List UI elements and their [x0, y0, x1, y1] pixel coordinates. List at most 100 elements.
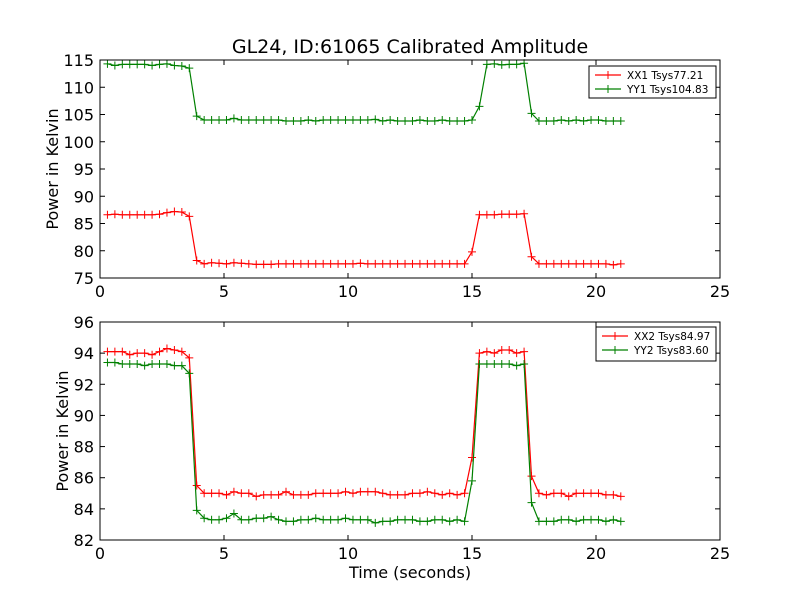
data-point-marker	[304, 259, 313, 268]
data-point-marker	[438, 490, 447, 499]
data-point-marker	[401, 490, 410, 499]
data-point-marker	[319, 259, 328, 268]
data-point-marker	[363, 259, 372, 268]
data-point-marker	[408, 259, 417, 268]
y-tick-label: 82	[74, 531, 94, 550]
data-point-marker	[512, 349, 521, 358]
x-tick-label: 5	[219, 544, 229, 563]
data-point-marker	[326, 259, 335, 268]
x-tick-label: 15	[462, 282, 482, 301]
data-point-marker	[200, 115, 209, 124]
data-point-marker	[222, 490, 231, 499]
data-point-marker	[319, 515, 328, 524]
data-point-marker	[393, 515, 402, 524]
x-tick-label: 0	[95, 282, 105, 301]
data-point-marker	[103, 347, 112, 356]
data-point-marker	[579, 259, 588, 268]
data-point-marker	[386, 259, 395, 268]
y-tick-label: 95	[74, 160, 94, 179]
data-point-marker	[177, 208, 186, 217]
data-point-marker	[415, 115, 424, 124]
data-point-marker	[564, 117, 573, 126]
data-point-marker	[252, 260, 261, 269]
data-point-marker	[125, 360, 134, 369]
data-point-marker	[408, 489, 417, 498]
data-point-marker	[527, 472, 536, 481]
data-point-marker	[445, 117, 454, 126]
data-point-marker	[289, 117, 298, 126]
data-point-marker	[304, 515, 313, 524]
x-tick-label: 5	[219, 282, 229, 301]
data-point-marker	[282, 517, 290, 526]
data-point-marker	[103, 210, 112, 219]
data-point-marker	[162, 59, 171, 68]
x-tick-label: 20	[586, 282, 606, 301]
data-point-marker	[118, 60, 127, 69]
data-point-marker	[237, 115, 246, 124]
data-point-marker	[244, 515, 253, 524]
data-point-marker	[430, 515, 439, 524]
data-point-marker	[282, 487, 290, 496]
data-point-marker	[557, 115, 566, 124]
data-point-marker	[155, 210, 164, 219]
data-point-marker	[148, 350, 157, 359]
data-point-marker	[319, 489, 328, 498]
data-point-marker	[222, 259, 231, 268]
data-point-marker	[118, 347, 127, 356]
data-point-marker	[274, 259, 283, 268]
data-point-marker	[252, 514, 261, 523]
data-point-marker	[557, 515, 566, 524]
data-point-marker	[534, 117, 543, 126]
data-point-marker	[229, 258, 238, 267]
data-point-marker	[215, 515, 224, 524]
data-point-marker	[475, 210, 484, 219]
y-tick-label: 75	[74, 269, 94, 288]
data-point-marker	[363, 487, 372, 496]
data-point-marker	[185, 212, 194, 221]
data-point-marker	[133, 360, 142, 369]
data-point-marker	[505, 360, 514, 369]
data-point-marker	[579, 117, 588, 126]
data-point-marker	[259, 260, 268, 269]
y-tick-label: 90	[74, 406, 94, 425]
series-1	[103, 59, 625, 126]
data-point-marker	[505, 346, 514, 355]
y-tick-label: 80	[74, 242, 94, 261]
data-point-marker	[534, 489, 543, 498]
data-point-marker	[475, 102, 484, 111]
data-point-marker	[289, 490, 298, 499]
data-point-marker	[304, 490, 313, 499]
data-point-marker	[572, 517, 581, 526]
data-point-marker	[259, 115, 268, 124]
data-point-marker	[393, 259, 402, 268]
data-point-marker	[252, 115, 261, 124]
legend-box	[588, 65, 717, 99]
data-point-marker	[326, 489, 335, 498]
legend-label: YY2 Tsys83.60	[633, 345, 709, 357]
data-point-marker	[482, 210, 491, 219]
data-point-marker	[468, 115, 476, 124]
data-point-marker	[520, 59, 529, 68]
y-tick-label: 88	[74, 438, 94, 457]
data-point-marker	[549, 259, 558, 268]
x-tick-label: 0	[95, 544, 105, 563]
y-axis-label: Power in Kelvin	[53, 370, 72, 491]
data-point-marker	[601, 517, 610, 526]
data-point-marker	[118, 210, 127, 219]
data-point-marker	[549, 517, 558, 526]
data-point-marker	[148, 210, 157, 219]
data-point-marker	[177, 61, 186, 70]
data-point-marker	[215, 489, 224, 498]
data-point-marker	[475, 349, 484, 358]
data-point-marker	[520, 209, 529, 218]
data-point-marker	[609, 117, 618, 126]
data-point-marker	[594, 115, 603, 124]
data-point-marker	[259, 514, 268, 523]
legend-label: XX2 Tsys84.97	[634, 331, 710, 343]
data-point-marker	[601, 117, 610, 126]
data-point-marker	[125, 350, 134, 359]
data-point-marker	[356, 115, 365, 124]
data-point-marker	[460, 489, 469, 498]
y-axis-label: Power in Kelvin	[43, 108, 62, 229]
bottom-subplot: 0 5 10 15 20 25 82 84 86 88 90 92 94 96 Power in Kelvi…	[53, 313, 730, 563]
